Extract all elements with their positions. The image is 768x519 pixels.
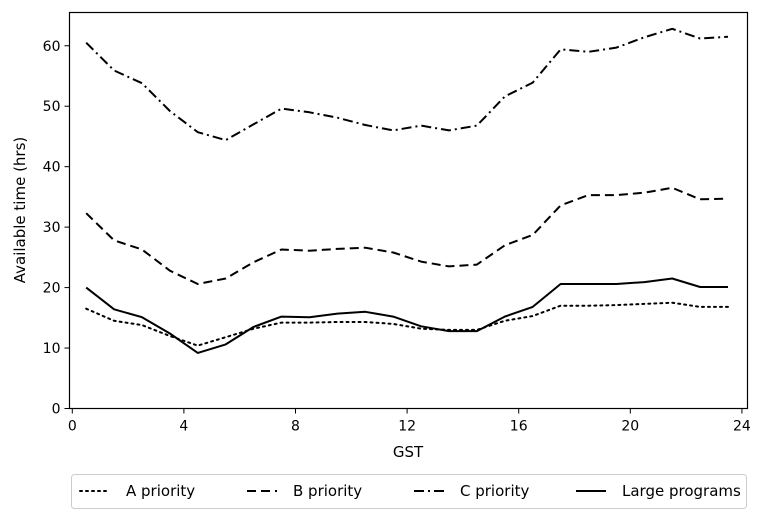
series-lines: [85, 27, 729, 354]
x-axis-label: GST: [393, 443, 424, 461]
x-tick-label-4: 16: [510, 419, 528, 435]
y-tick-label-6: 60: [43, 39, 61, 55]
y-tick-label-4: 40: [43, 160, 61, 176]
x-tick-label-2: 8: [291, 419, 300, 435]
x-tick-label-0: 0: [68, 419, 77, 435]
y-axis-label: Available time (hrs): [11, 137, 29, 284]
y-tick-label-1: 10: [43, 341, 61, 357]
series-line-3: [85, 277, 728, 354]
series-line-0: [85, 301, 729, 347]
x-axis-ticks: 0 4 8 12 16 20 24: [68, 408, 751, 435]
y-tick-label-0: 0: [52, 402, 61, 418]
legend-label-2: C priority: [460, 482, 529, 500]
legend: A priority B priority C priority Large prog…: [71, 474, 747, 509]
series-line-1: [85, 186, 729, 285]
legend-box: [71, 474, 747, 509]
plot-frame: [68, 11, 749, 410]
series-line-2: [85, 27, 729, 142]
x-tick-label-6: 24: [733, 419, 751, 435]
legend-label-0: A priority: [126, 482, 195, 500]
legend-label-3: Large programs: [622, 482, 741, 500]
x-tick-label-1: 4: [179, 419, 188, 435]
x-tick-label-3: 12: [398, 419, 416, 435]
y-tick-label-5: 50: [43, 99, 61, 115]
y-axis-ticks: 0 10 20 30 40 50 60: [43, 39, 70, 418]
y-tick-label-3: 30: [43, 220, 61, 236]
x-tick-label-5: 20: [621, 419, 639, 435]
legend-label-1: B priority: [293, 482, 362, 500]
y-tick-label-2: 20: [43, 281, 61, 297]
